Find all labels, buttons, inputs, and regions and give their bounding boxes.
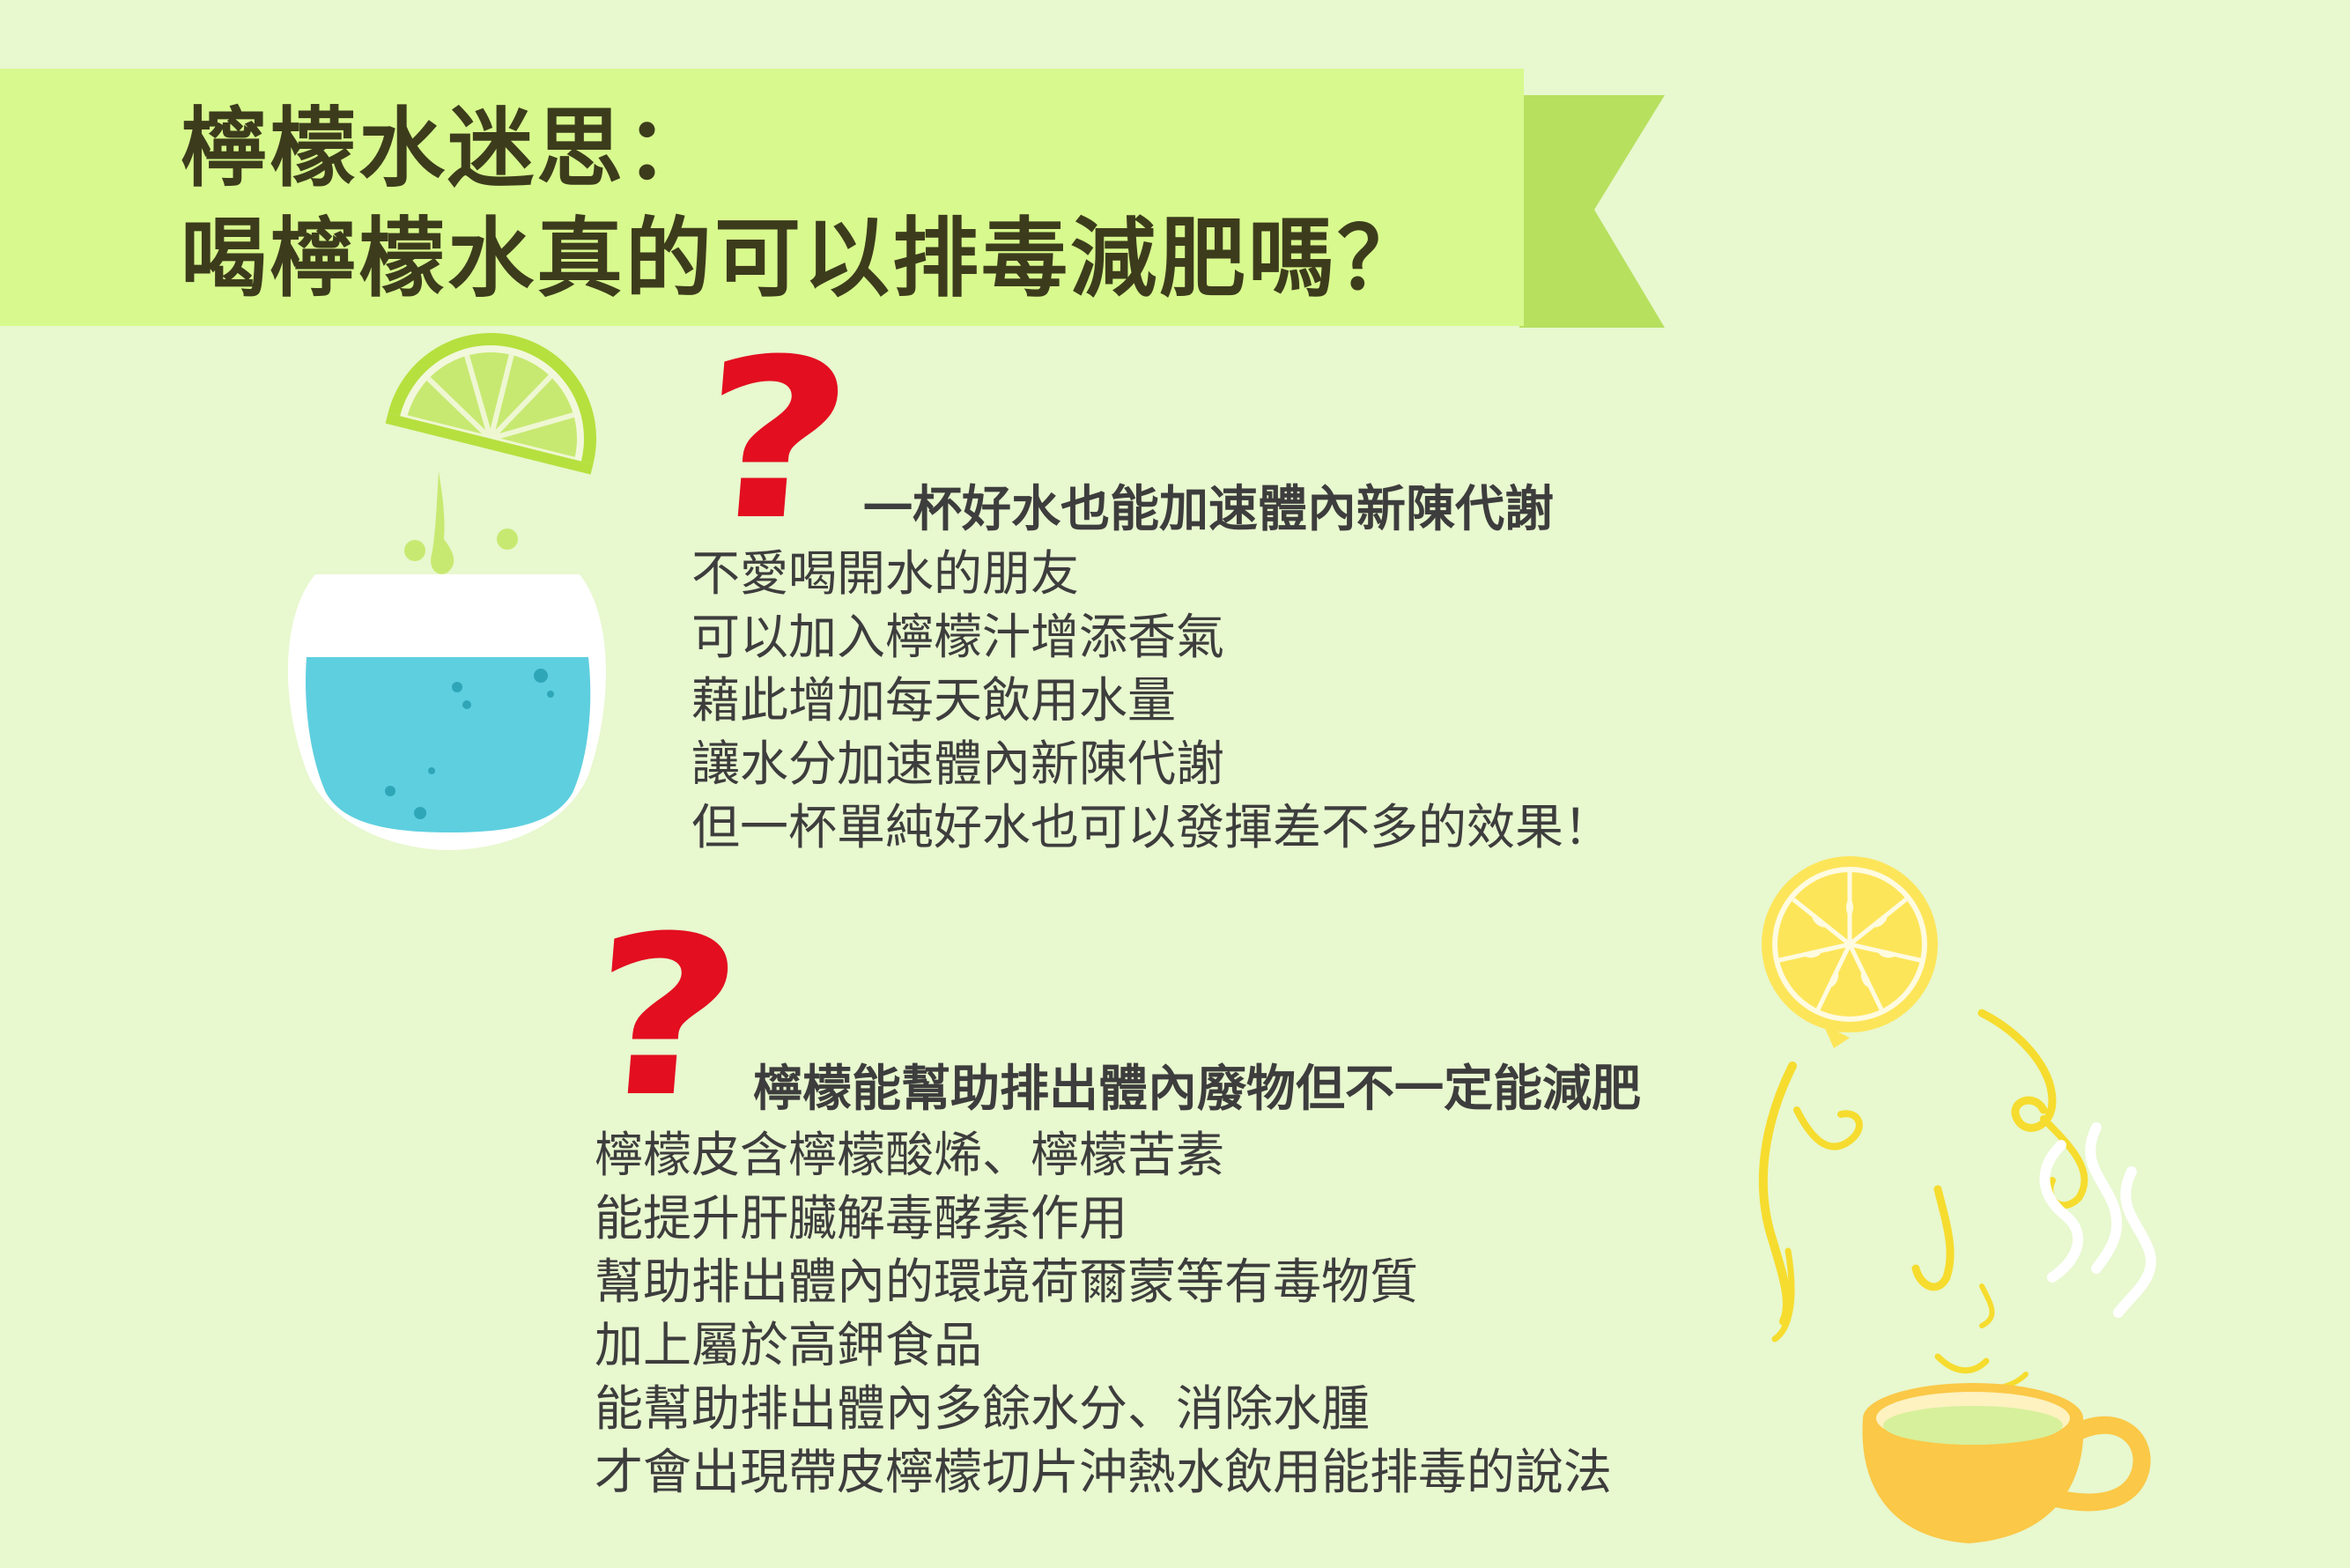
banner-ribbon-tail [1519,95,1665,328]
section-2-body: 檸檬皮含檸檬酸烯、檸檬苦素 能提升肝臟解毒酵素作用 幫助排出體內的環境荷爾蒙等有… [595,1123,1612,1504]
section-2-line: 加上屬於高鉀食品 [595,1317,983,1373]
section-2-line: 幫助排出體內的環境荷爾蒙等有毒物質 [595,1254,1419,1310]
section-1-line: 可以加入檸檬汁增添香氣 [691,609,1225,665]
lemon-slice-icon [1762,856,1938,1048]
section-1-line: 藉此增加每天飲用水量 [691,672,1177,729]
section-2-heading: 檸檬能幫助排出體內廢物但不一定能減肥 [753,1061,1641,1118]
section-1-line: 但一杯單純好水也可以發揮差不多的效果！ [691,799,1613,855]
section-1-line: 讓水分加速體內新陳代謝 [691,736,1225,792]
lemon-tea-cup-icon [1758,856,2156,1543]
section-1-body: 不愛喝開水的朋友 可以加入檸檬汁增添香氣 藉此增加每天飲用水量 讓水分加速體內新… [691,542,1612,859]
steam-icon [2039,1122,2156,1318]
tea-cup [1862,1383,2151,1543]
section-1-heading: 一杯好水也能加速體內新陳代謝 [863,481,1554,538]
lime-slice-icon [385,333,596,475]
lemon-peel-ribbons [1758,1009,2088,1392]
section-2-line: 能幫助排出體內多餘水分、消除水腫 [595,1380,1371,1437]
question-mark-icon: ? [579,889,751,1145]
page-title-line-1: 檸檬水迷思： [181,99,715,199]
section-2-line: 檸檬皮含檸檬酸烯、檸檬苦素 [595,1127,1225,1183]
banner-ribbon-main [0,69,1524,326]
section-1-line: 不愛喝開水的朋友 [691,545,1080,602]
lime-water-glass-icon [287,333,606,850]
water [305,657,591,832]
juice-stream [431,471,454,574]
section-2-line: 能提升肝臟解毒酵素作用 [595,1190,1128,1246]
question-mark-icon: ? [689,312,861,568]
page-title-line-2: 喝檸檬水真的可以排毒減肥嗎？ [181,209,1427,309]
section-2-line: 才會出現帶皮檸檬切片沖熱水飲用能排毒的說法 [595,1444,1613,1500]
title-banner [0,69,1665,328]
